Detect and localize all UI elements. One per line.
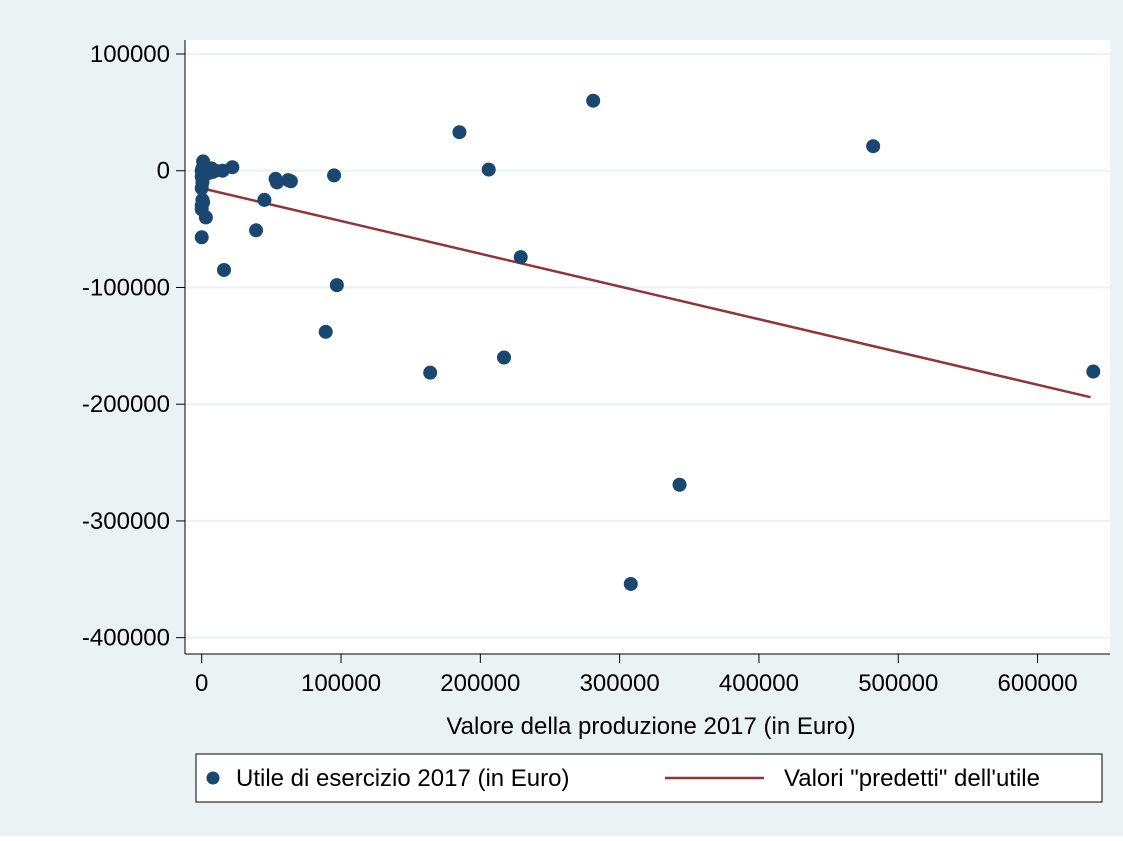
data-point xyxy=(269,175,284,190)
data-point xyxy=(327,168,342,183)
legend-label-predetti: Valori "predetti" dell'utile xyxy=(784,765,1040,792)
data-point xyxy=(249,223,264,238)
legend: Utile di esercizio 2017 (in Euro) Valori… xyxy=(195,753,1103,803)
data-point xyxy=(318,324,333,339)
data-point xyxy=(623,576,638,591)
y-tick-label: -300000 xyxy=(82,508,170,535)
x-tick-label: 300000 xyxy=(580,670,660,697)
data-point xyxy=(513,250,528,265)
x-tick-label: 500000 xyxy=(858,670,938,697)
x-tick-label: 400000 xyxy=(719,670,799,697)
plot-area xyxy=(185,40,1110,654)
y-tick-label: -400000 xyxy=(82,625,170,652)
legend-marker-utile xyxy=(206,771,220,785)
data-point xyxy=(283,174,298,189)
x-tick-label: 100000 xyxy=(301,670,381,697)
data-point xyxy=(194,181,209,196)
data-point xyxy=(196,195,211,210)
data-point xyxy=(452,125,467,140)
legend-label-utile: Utile di esercizio 2017 (in Euro) xyxy=(236,765,569,792)
data-point xyxy=(586,93,601,108)
data-point xyxy=(225,160,240,175)
data-point xyxy=(423,365,438,380)
data-point xyxy=(481,162,496,177)
fit-line xyxy=(201,187,1091,399)
y-tick-label: -100000 xyxy=(82,274,170,301)
x-axis-title: Valore della produzione 2017 (in Euro) xyxy=(446,713,855,740)
legend-box xyxy=(195,753,1103,803)
data-point xyxy=(257,192,272,207)
data-point xyxy=(497,350,512,365)
data-point xyxy=(866,139,881,154)
data-point xyxy=(217,262,232,277)
y-tick-label: 100000 xyxy=(90,41,170,68)
data-point xyxy=(194,230,209,245)
data-point xyxy=(329,278,344,293)
data-point xyxy=(198,210,213,225)
x-tick-label: 200000 xyxy=(440,670,520,697)
x-tick-label: 600000 xyxy=(998,670,1078,697)
data-series xyxy=(194,93,1101,591)
y-tick-label: 0 xyxy=(157,158,170,185)
x-axis-ticks: 0 100000 200000 300000 400000 500000 600000 xyxy=(195,654,1078,697)
y-axis-ticks: 100000 0 -100000 -200000 -300000 -400000 xyxy=(82,41,185,652)
y-tick-label: -200000 xyxy=(82,391,170,418)
data-point xyxy=(1086,364,1101,379)
x-tick-label: 0 xyxy=(195,670,208,697)
data-point xyxy=(672,477,687,492)
